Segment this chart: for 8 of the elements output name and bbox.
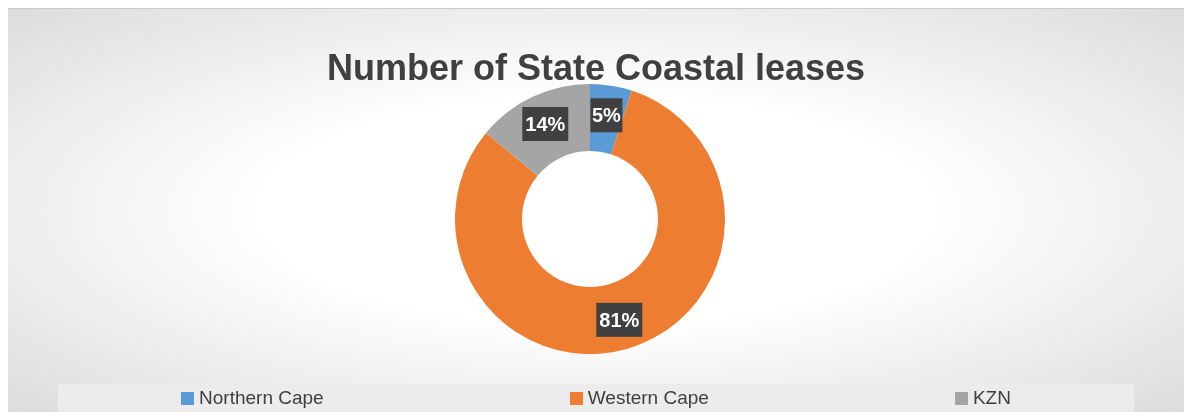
data-label: 81% [599,308,640,331]
data-label: 5% [591,104,622,127]
chart-title: Number of State Coastal leases [325,47,867,89]
legend-label: Northern Cape [198,387,324,409]
legend-label: Western Cape [586,387,709,409]
legend-label: KZN [971,387,1011,409]
donut-slice [455,90,725,354]
data-label: 14% [525,112,566,135]
